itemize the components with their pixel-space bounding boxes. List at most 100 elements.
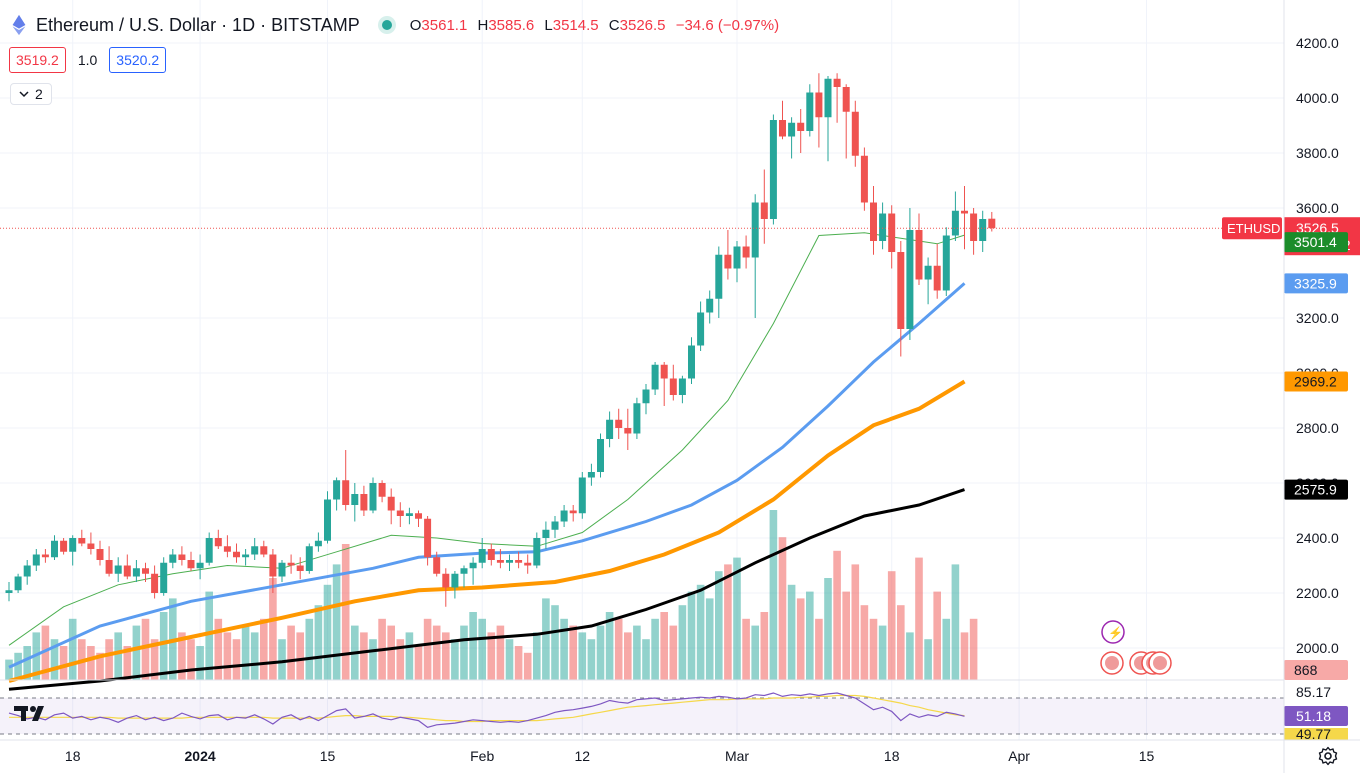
volume-bar: [769, 510, 778, 680]
candle-body: [506, 560, 513, 563]
x-tick-label: 15: [320, 748, 336, 764]
volume-bar: [505, 639, 514, 680]
candle-body: [833, 78, 841, 87]
candle-body: [460, 568, 468, 574]
volume-bar: [614, 618, 623, 680]
volume-bar: [141, 618, 150, 680]
candle-body: [742, 246, 750, 258]
y-tick-label: 2400.0: [1296, 530, 1339, 546]
candle-body: [142, 568, 149, 574]
low-value: 3514.5: [552, 16, 599, 34]
volume-bar: [287, 625, 295, 680]
candle-body: [223, 546, 231, 552]
volume-bar: [414, 646, 423, 680]
candle-body: [160, 562, 168, 593]
candle-body: [387, 496, 395, 511]
volume-bar: [360, 632, 368, 680]
indicators-toggle-button[interactable]: 2: [10, 83, 52, 105]
volume-bar: [624, 632, 632, 680]
candle-body: [797, 122, 805, 131]
candle-body: [715, 254, 723, 299]
candle-body: [205, 538, 213, 563]
candle-body: [214, 538, 222, 547]
candle-body: [951, 210, 959, 236]
volume-bar: [296, 632, 304, 680]
y-tick-label: 3600.0: [1296, 200, 1339, 216]
volume-bar: [314, 605, 323, 680]
candle-body: [660, 364, 668, 379]
volume-bar: [897, 605, 905, 680]
rsi-line: [8, 692, 965, 728]
candle-body: [287, 562, 295, 566]
volume-bar: [41, 625, 50, 680]
trade-buttons: 3519.2 1.0 3520.2: [9, 47, 167, 73]
candle-body: [706, 298, 714, 313]
volume-bar: [560, 618, 568, 680]
y-tick-label: 3800.0: [1296, 145, 1339, 161]
volume-bar: [633, 625, 641, 680]
symbol-title[interactable]: Ethereum / U.S. Dollar · 1D · BITSTAMP: [36, 14, 360, 35]
volume-bar: [669, 625, 678, 680]
volume-bar: [123, 646, 132, 680]
candle-body: [469, 562, 477, 569]
ethereum-icon: [12, 14, 26, 36]
volume-bar: [478, 618, 486, 680]
volume-bar: [787, 584, 796, 680]
volume-bar: [460, 625, 468, 680]
x-tick-label: 15: [1139, 748, 1155, 764]
candle-body: [979, 219, 987, 241]
candle-body: [897, 252, 905, 329]
candle-body: [123, 565, 131, 577]
ma50-value-label-bg: [1284, 273, 1348, 294]
candle-body: [515, 560, 523, 563]
candle-body: [779, 120, 786, 137]
candle-body: [405, 513, 413, 516]
ticker-badge-bg: [1222, 217, 1282, 240]
volume-bar: [642, 639, 650, 680]
volume-bar: [924, 639, 932, 680]
buy-button[interactable]: 3520.2: [109, 47, 167, 73]
candle-body: [915, 230, 923, 280]
volume-bar: [442, 632, 450, 680]
candle-body: [906, 230, 914, 329]
candle-body: [260, 546, 268, 555]
volume-bar: [496, 625, 505, 680]
volume-bar: [687, 591, 696, 680]
candle-body: [697, 312, 705, 346]
candle-body: [942, 235, 950, 291]
us-flag-event-fill: [1105, 656, 1119, 670]
volume-bar: [587, 639, 596, 680]
candle-body: [415, 513, 422, 519]
candle-body: [360, 494, 368, 511]
candle-body: [151, 573, 159, 593]
chart-settings-gear-icon[interactable]: [1318, 746, 1338, 766]
volume-bar: [68, 618, 77, 680]
candle-body: [178, 554, 186, 560]
volume-bar: [241, 625, 250, 680]
sell-button[interactable]: 3519.2: [9, 47, 66, 73]
candle-body: [760, 202, 768, 219]
open-value: 3561.1: [421, 16, 468, 34]
candle-body: [424, 518, 432, 558]
volume-bar: [569, 625, 577, 680]
candle-body: [14, 576, 22, 591]
candle-body: [60, 540, 68, 552]
volume-bar: [724, 564, 732, 680]
tradingview-logo[interactable]: [14, 702, 52, 728]
candle-body: [251, 546, 259, 555]
candle-body: [41, 554, 49, 558]
candle-body: [870, 202, 877, 241]
candle-body: [114, 565, 122, 574]
volume-value-label-bg: [1284, 660, 1348, 680]
candle-body: [888, 213, 896, 252]
candle-body: [606, 419, 614, 439]
candle-body: [487, 549, 495, 560]
ma100-value-label-bg: [1284, 371, 1348, 392]
candle-body: [688, 345, 695, 379]
volume-bar: [405, 632, 414, 680]
volume-bar: [824, 578, 832, 680]
volume-bar: [332, 564, 341, 680]
lightning-event-icon: [1101, 620, 1125, 644]
ma50-line: [8, 282, 966, 669]
